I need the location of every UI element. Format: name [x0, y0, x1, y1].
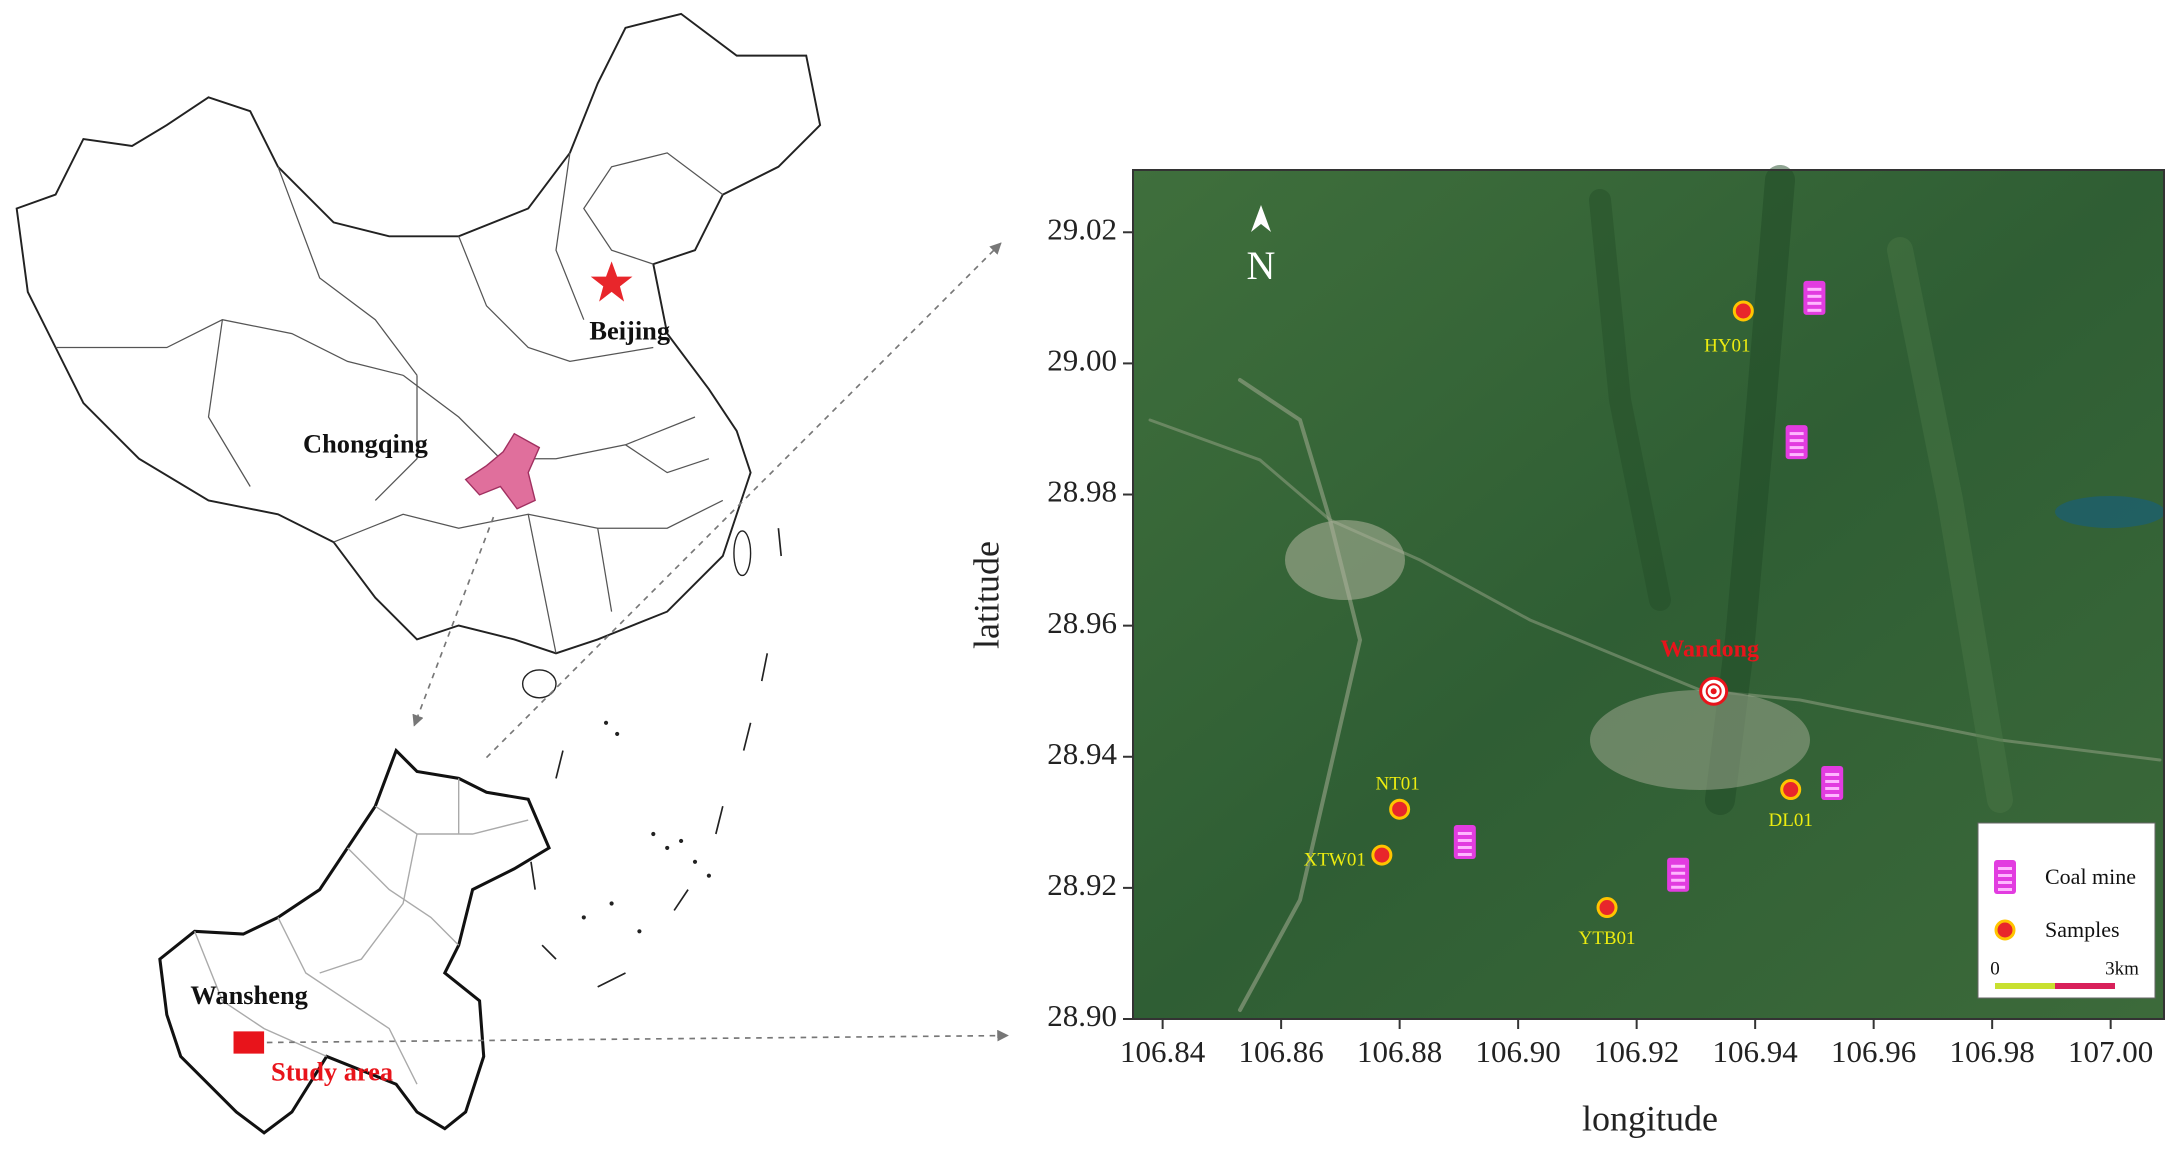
town-area [1590, 690, 1810, 790]
coal-mine [1785, 425, 1808, 460]
x-axis-title: longitude [1582, 1098, 1718, 1138]
y-tick-label: 29.00 [1047, 343, 1117, 378]
x-tick-label: 106.92 [1594, 1034, 1679, 1069]
marker-dot [1710, 688, 1717, 695]
y-tick-label: 28.92 [1047, 867, 1117, 902]
town-area [1285, 520, 1405, 600]
x-tick-label: 107.00 [2068, 1034, 2153, 1069]
mine-stripe [1825, 793, 1840, 797]
coal-mine [1821, 765, 1844, 800]
chongqing-region [464, 432, 541, 510]
y-tick-label: 28.96 [1047, 605, 1117, 640]
x-tick-label: 106.86 [1239, 1034, 1324, 1069]
zoom-arrow [412, 516, 495, 727]
x-tick-label: 106.96 [1831, 1034, 1916, 1069]
mine-stripe [1825, 786, 1840, 790]
mine-stripe [1789, 446, 1804, 450]
x-tick-label: 106.94 [1713, 1034, 1799, 1069]
sample-point [1371, 844, 1393, 866]
mine-stripe [1807, 301, 1822, 305]
mine-stripe [1671, 871, 1686, 875]
marker-ring [1705, 683, 1722, 700]
district-lines [193, 778, 529, 1085]
sample-point [1389, 798, 1411, 820]
mine-stripe [1807, 294, 1822, 298]
overview-map: Beijing Chongqing Wansheng Study area [15, 12, 1009, 1135]
beijing-label: Beijing [589, 316, 670, 346]
lake [2055, 496, 2165, 528]
islands [581, 720, 711, 934]
china-outline [15, 12, 822, 655]
legend-label: Coal mine [2045, 864, 2136, 889]
mine-stripe [1825, 772, 1840, 776]
mine-stripe [1789, 432, 1804, 436]
y-tick-label: 29.02 [1047, 211, 1117, 246]
mine-stripe [1789, 453, 1804, 457]
x-tick-label: 106.84 [1120, 1034, 1206, 1069]
sample-point [1780, 779, 1802, 801]
y-axis-title: latitude [966, 541, 1006, 649]
mine-stripe [1998, 888, 2012, 891]
mine-stripe [1457, 845, 1472, 849]
coal-mine [1453, 824, 1476, 859]
legend: Coal mine Samples 0 3km [1977, 822, 2156, 999]
coal-mine [1803, 280, 1826, 315]
zoom-arrow [266, 1029, 1009, 1044]
y-tick-label: 28.98 [1047, 474, 1117, 509]
legend-mine-icon [1994, 860, 2016, 894]
sample-point [1732, 300, 1754, 322]
sample-label: XTW01 [1304, 849, 1366, 870]
sample-label: YTB01 [1579, 928, 1636, 949]
north-arrow: N [1247, 205, 1276, 288]
wansheng-label: Wansheng [190, 980, 307, 1010]
town-label: Wandong [1660, 637, 1759, 663]
plot-frame [1132, 169, 2165, 1020]
mine-stripe [1998, 867, 2012, 870]
scale-bar [1995, 983, 2055, 989]
sample-label: HY01 [1704, 335, 1750, 356]
north-label: N [1247, 243, 1276, 288]
scale-label: 0 [1990, 958, 2000, 979]
scale-bar [2055, 983, 2115, 989]
nine-dash-line [530, 528, 783, 988]
x-tick-label: 106.98 [1950, 1034, 2035, 1069]
mine-stripe [1998, 874, 2012, 877]
taiwan [733, 530, 752, 577]
y-tick-label: 28.90 [1047, 998, 1117, 1033]
legend-label: Samples [2045, 917, 2120, 942]
mine-stripe [1457, 838, 1472, 842]
mine-stripe [1825, 779, 1840, 783]
mine-stripe [1807, 287, 1822, 291]
x-tick-label: 106.90 [1476, 1034, 1561, 1069]
chongqing-label: Chongqing [303, 428, 428, 458]
x-tick-label: 106.88 [1357, 1034, 1442, 1069]
y-tick-label: 28.94 [1047, 736, 1117, 771]
study-area-label: Study area [271, 1057, 393, 1087]
sample-point [1596, 897, 1618, 919]
mine-stripe [1998, 881, 2012, 884]
mine-stripe [1671, 885, 1686, 889]
mine-stripe [1671, 878, 1686, 882]
town-marker [1699, 676, 1729, 706]
scale-label: 3km [2105, 958, 2139, 979]
study-area-box [233, 1031, 265, 1054]
sample-label: DL01 [1769, 810, 1813, 831]
sample-label: NT01 [1375, 774, 1419, 795]
mine-stripe [1671, 864, 1686, 868]
beijing-star [590, 261, 633, 302]
mine-stripe [1457, 852, 1472, 856]
legend-box [1977, 822, 2156, 999]
mine-stripe [1807, 308, 1822, 312]
mine-stripe [1789, 439, 1804, 443]
mine-stripe [1457, 831, 1472, 835]
sample-point [1994, 919, 2016, 941]
hainan [521, 669, 557, 699]
coal-mine [1667, 857, 1690, 892]
